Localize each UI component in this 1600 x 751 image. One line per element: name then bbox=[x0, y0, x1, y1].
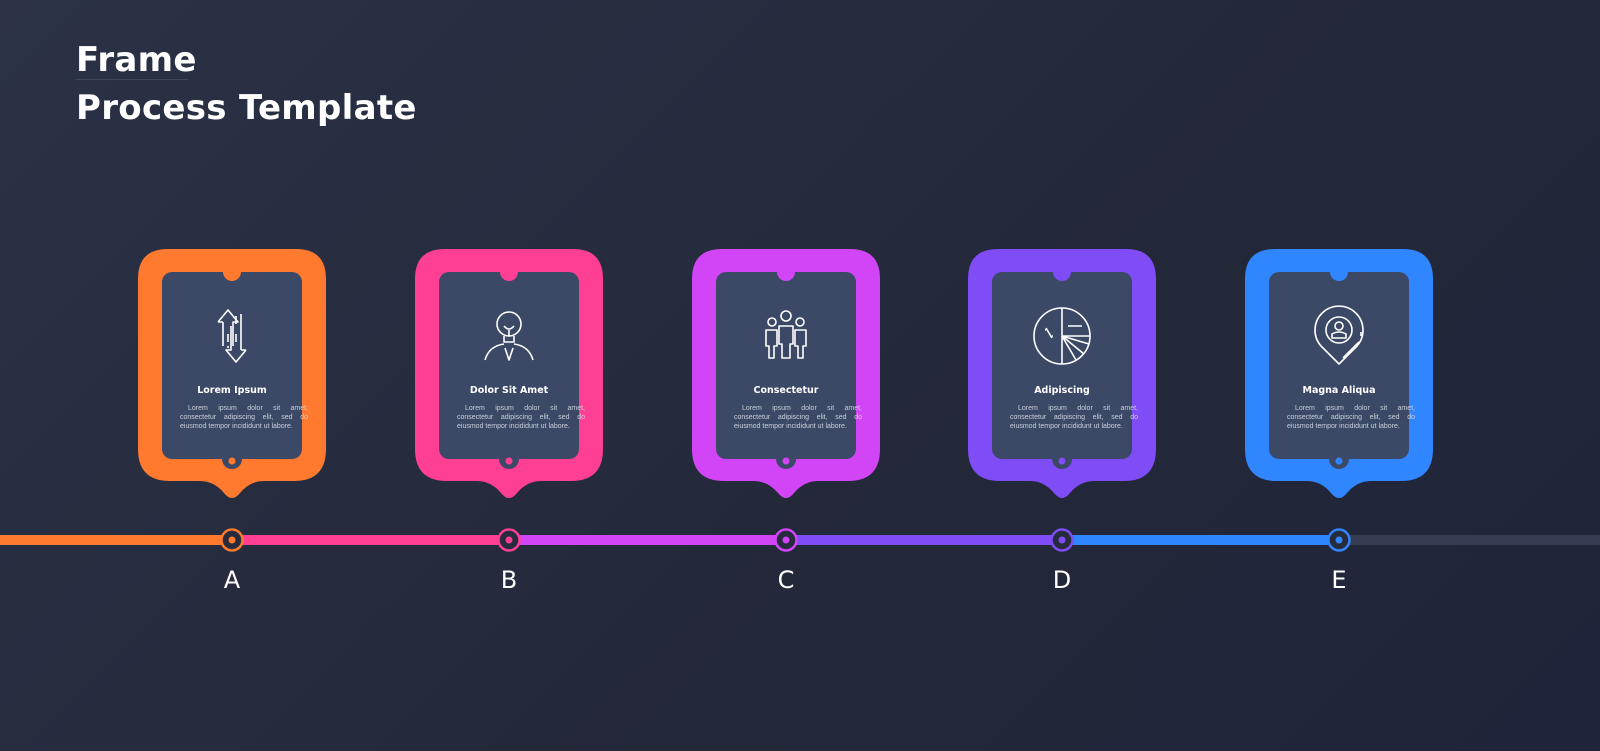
timeline-segment bbox=[232, 535, 509, 545]
step-card-e: Magna Aliqua Lorem ipsum dolor sit amet,… bbox=[1245, 249, 1433, 503]
card-frame bbox=[692, 249, 880, 498]
timeline-marker bbox=[497, 528, 521, 552]
step-card-c: Consectetur Lorem ipsum dolor sit amet, … bbox=[692, 249, 880, 503]
card-panel bbox=[162, 272, 302, 459]
timeline-segment bbox=[509, 535, 786, 545]
step-title: Magna Aliqua bbox=[1302, 385, 1376, 396]
timeline-marker bbox=[1050, 528, 1074, 552]
timeline-marker bbox=[774, 528, 798, 552]
timeline-segment bbox=[0, 535, 232, 545]
bottom-dot bbox=[1335, 457, 1343, 465]
bottom-dot bbox=[228, 457, 236, 465]
step-description: Lorem ipsum dolor sit amet, consectetur … bbox=[457, 405, 585, 431]
top-notch bbox=[1330, 263, 1348, 281]
card-panel bbox=[439, 272, 579, 459]
top-notch bbox=[500, 263, 518, 281]
step-letter-d: D bbox=[1052, 566, 1072, 594]
timeline bbox=[0, 528, 1600, 552]
timeline-segment bbox=[1062, 535, 1339, 545]
team-icon bbox=[765, 310, 807, 359]
step-letter-a: A bbox=[223, 566, 241, 594]
step-title: Consectetur bbox=[753, 385, 819, 396]
step-card-d: Adipiscing Lorem ipsum dolor sit amet, c… bbox=[968, 249, 1156, 503]
bottom-dot bbox=[782, 457, 790, 465]
bottom-dot bbox=[505, 457, 513, 465]
step-description: Lorem ipsum dolor sit amet, consectetur … bbox=[180, 405, 308, 431]
step-description: Lorem ipsum dolor sit amet, consectetur … bbox=[734, 405, 862, 431]
step-description: Lorem ipsum dolor sit amet, consectetur … bbox=[1010, 405, 1138, 431]
card-panel bbox=[716, 272, 856, 459]
step-letter-e: E bbox=[1331, 566, 1347, 594]
pie-chart-icon bbox=[1033, 307, 1091, 365]
step-title: Lorem Ipsum bbox=[197, 385, 267, 396]
step-letter-b: B bbox=[500, 566, 518, 594]
step-card-a: Lorem Ipsum Lorem ipsum dolor sit amet, … bbox=[138, 249, 326, 503]
step-card-b: Dolor Sit Amet Lorem ipsum dolor sit ame… bbox=[415, 249, 603, 503]
step-title: Adipiscing bbox=[1034, 385, 1090, 396]
lightbulb-head-icon bbox=[484, 311, 534, 361]
top-notch bbox=[1053, 263, 1071, 281]
step-description: Lorem ipsum dolor sit amet, consectetur … bbox=[1287, 405, 1415, 431]
bottom-dot bbox=[1058, 457, 1066, 465]
timeline-marker bbox=[220, 528, 244, 552]
card-frame bbox=[138, 249, 326, 498]
timeline-segment bbox=[786, 535, 1062, 545]
card-frame bbox=[968, 249, 1156, 498]
title-line-1: Frame bbox=[76, 40, 197, 80]
location-user-icon bbox=[1314, 305, 1364, 365]
top-notch bbox=[777, 263, 795, 281]
step-title: Dolor Sit Amet bbox=[469, 385, 549, 396]
top-notch bbox=[223, 263, 241, 281]
timeline-marker bbox=[1327, 528, 1351, 552]
arrows-up-down-icon bbox=[217, 309, 247, 363]
card-frame bbox=[415, 249, 603, 498]
step-letter-c: C bbox=[777, 566, 795, 594]
card-panel bbox=[1269, 272, 1409, 459]
card-panel bbox=[992, 272, 1132, 459]
page-title: Frame Process Template bbox=[76, 36, 417, 132]
card-frame bbox=[1245, 249, 1433, 498]
timeline-segment bbox=[1339, 535, 1600, 545]
title-line-2: Process Template bbox=[76, 88, 417, 128]
title-underline bbox=[76, 79, 188, 80]
